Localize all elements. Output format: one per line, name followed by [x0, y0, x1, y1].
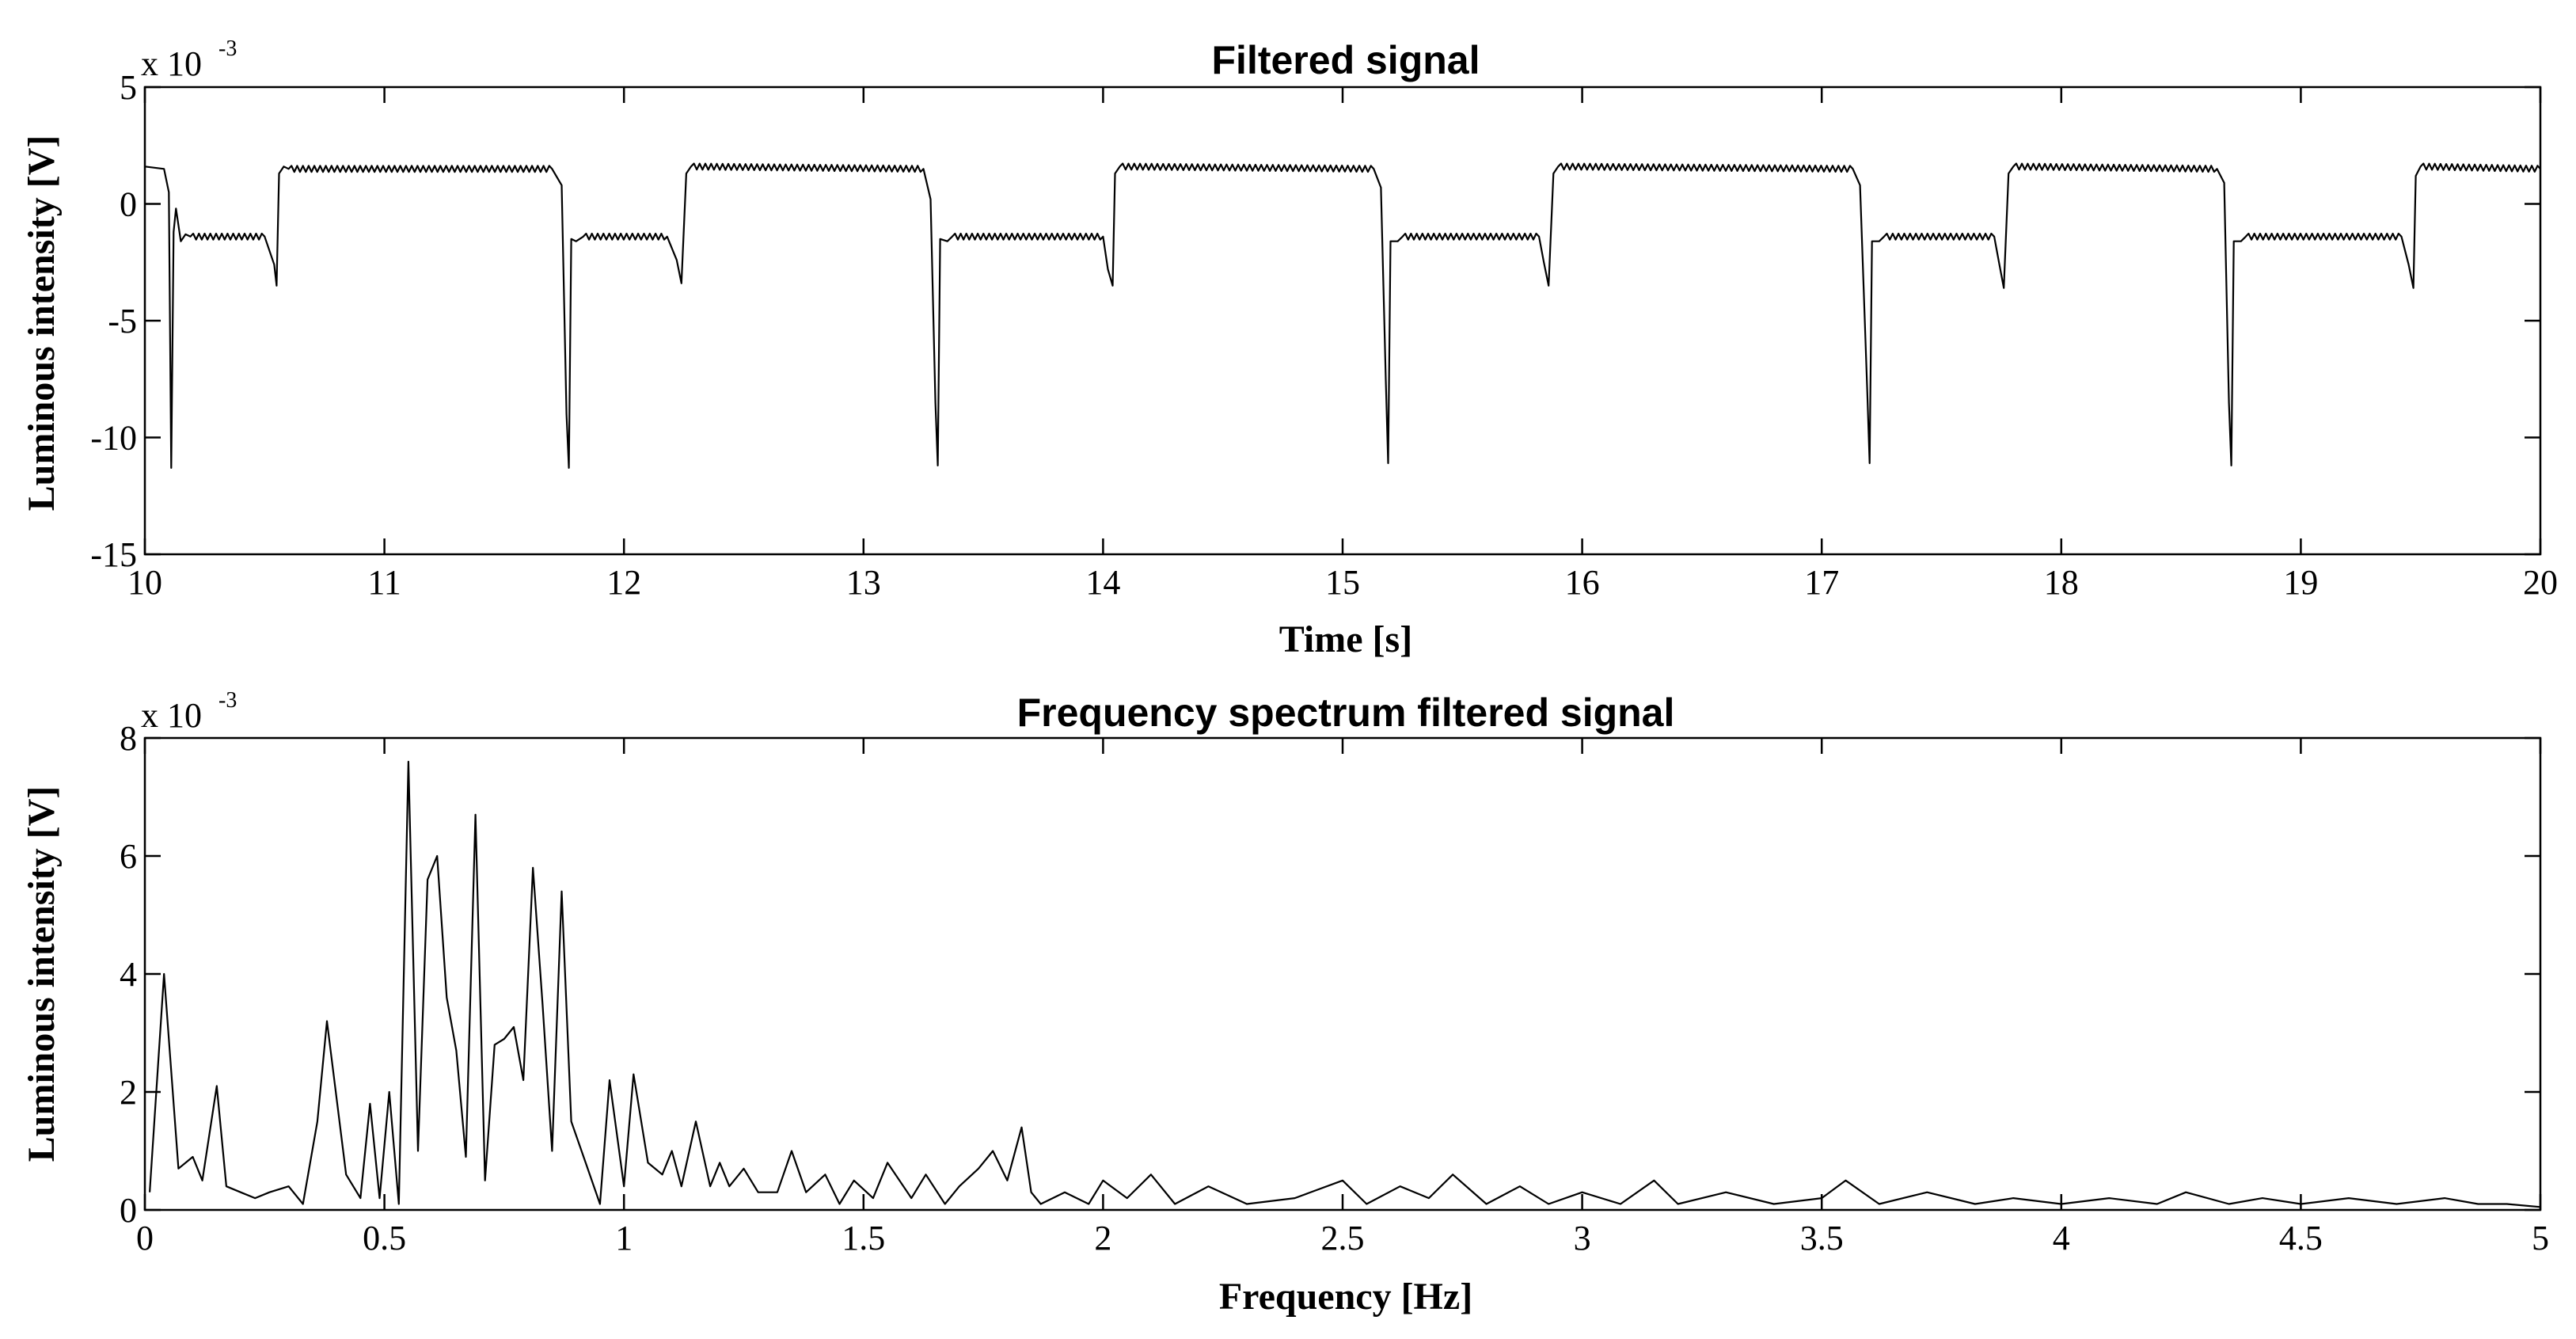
y-multiplier-exponent: -3: [218, 36, 237, 61]
x-tick-label: 1.5: [842, 1219, 885, 1257]
x-tick-label: 11: [367, 563, 401, 602]
y-axis-label: Luminous intensity [V]: [21, 135, 63, 512]
x-tick-label: 4.5: [2279, 1219, 2323, 1257]
plot-frame: [143, 86, 2542, 556]
y-axis-label: Luminous intensity [V]: [21, 786, 63, 1162]
x-tick-label: 13: [846, 563, 881, 602]
x-tick-label: 0: [136, 1219, 154, 1257]
x-tick-label: 2.5: [1321, 1219, 1365, 1257]
x-tick-label: 16: [1565, 563, 1600, 602]
x-axis-label: Frequency [Hz]: [1219, 1276, 1472, 1318]
tick-group: 0 0.5 1 1.5 2 2.5 3 3.5 4 4.5 5 0 2 4 6 8: [120, 719, 2549, 1257]
x-axis-label: Time [s]: [1279, 618, 1412, 660]
y-tick-label: 5: [120, 68, 137, 107]
x-tick-label: 10: [127, 563, 162, 602]
x-tick-label: 19: [2283, 563, 2318, 602]
x-tick-label: 4: [2053, 1219, 2070, 1257]
y-tick-label: 8: [120, 719, 137, 758]
y-tick-label: -15: [90, 535, 137, 574]
x-tick-label: 18: [2044, 563, 2079, 602]
y-multiplier-exponent: -3: [218, 688, 237, 713]
y-tick-label: 4: [120, 955, 137, 994]
x-tick-label: 3.5: [1800, 1219, 1844, 1257]
x-tick-label: 14: [1085, 563, 1120, 602]
series-line: [144, 162, 2541, 470]
y-tick-label: 0: [120, 185, 137, 224]
y-tick-label: 2: [120, 1073, 137, 1112]
x-tick-label: 17: [1804, 563, 1839, 602]
x-tick-label: 0.5: [363, 1219, 406, 1257]
tick-group: 10 11 12 13 14 15 16 17 18 19 20 -15 -10 -5 0 5: [90, 68, 2558, 602]
y-tick-label: -5: [108, 302, 137, 340]
x-tick-label: 5: [2532, 1219, 2549, 1257]
x-tick-label: 15: [1325, 563, 1360, 602]
y-multiplier: x 10: [141, 44, 202, 83]
series-line: [149, 760, 2541, 1208]
y-tick-label: 6: [120, 837, 137, 876]
y-multiplier: x 10: [141, 696, 202, 735]
x-tick-label: 2: [1094, 1219, 1111, 1257]
x-tick-label: 1: [615, 1219, 633, 1257]
x-tick-label: 20: [2523, 563, 2558, 602]
y-tick-label: -10: [90, 419, 137, 458]
y-tick-label: 0: [120, 1191, 137, 1230]
x-tick-label: 3: [1574, 1219, 1591, 1257]
chart-title: Filtered signal: [1212, 38, 1480, 82]
chart-filtered-signal: Filtered signal 10 11 12 13 14 15 16 17 18 19 20 -1…: [21, 36, 2558, 660]
chart-title: Frequency spectrum filtered signal: [1017, 690, 1675, 735]
x-tick-label: 12: [606, 563, 641, 602]
chart-frequency-spectrum: Frequency spectrum filtered signal 0 0.5 1…: [21, 688, 2549, 1318]
plot-frame: [143, 736, 2542, 1212]
